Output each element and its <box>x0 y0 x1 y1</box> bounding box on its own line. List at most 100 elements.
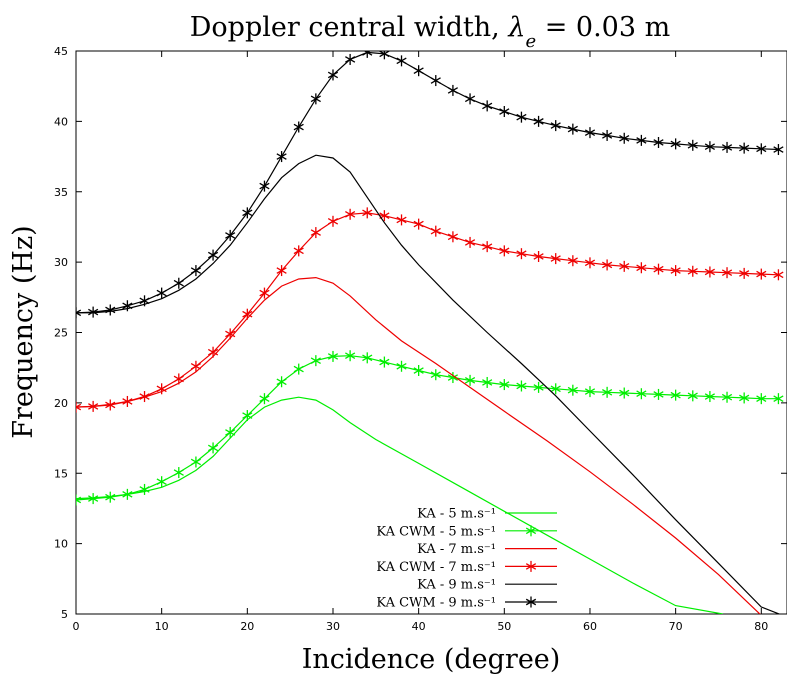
data-point <box>345 208 356 220</box>
data-point <box>225 328 236 340</box>
data-point <box>773 144 784 156</box>
data-point <box>499 106 510 118</box>
y-tick-label: 45 <box>54 45 68 58</box>
series-2 <box>76 350 784 506</box>
data-point <box>293 363 304 375</box>
data-point <box>567 384 578 396</box>
legend-entry: KA CWM - 7 m.s⁻¹ <box>376 560 557 575</box>
data-point <box>396 214 407 226</box>
legend-label: KA - 7 m.s⁻¹ <box>417 542 496 557</box>
data-point <box>584 257 596 269</box>
series-line-3 <box>76 276 761 614</box>
y-tick-label: 20 <box>54 397 68 410</box>
y-tick-label: 10 <box>54 538 68 551</box>
legend-entry: KA - 7 m.s⁻¹ <box>417 542 557 557</box>
data-point <box>670 265 681 277</box>
y-axis-label: Frequency (Hz) <box>8 225 39 438</box>
data-point <box>499 379 510 391</box>
series-4 <box>76 207 784 413</box>
data-point <box>242 207 253 219</box>
legend-label: KA - 9 m.s⁻¹ <box>417 578 496 593</box>
data-point <box>704 141 715 153</box>
data-point <box>413 218 424 230</box>
data-point <box>259 393 270 405</box>
data-point <box>310 227 321 239</box>
data-point <box>773 269 784 281</box>
x-tick-label: 50 <box>497 620 511 633</box>
data-point <box>704 391 715 403</box>
data-point <box>773 393 784 405</box>
data-point <box>739 142 750 154</box>
data-point <box>293 245 304 257</box>
data-point <box>327 350 339 362</box>
series-6 <box>76 51 784 319</box>
data-point <box>139 391 150 403</box>
x-tick-label: 70 <box>669 620 683 633</box>
data-point <box>721 267 733 279</box>
data-point <box>653 136 664 148</box>
x-tick-label: 10 <box>155 620 169 633</box>
data-point <box>499 245 510 257</box>
data-point <box>670 138 681 150</box>
data-point <box>533 250 544 262</box>
data-point <box>242 308 253 320</box>
legend-label: KA CWM - 9 m.s⁻¹ <box>376 596 496 611</box>
data-point <box>464 93 476 105</box>
data-point <box>310 355 321 367</box>
data-point <box>413 65 424 77</box>
data-point <box>396 360 407 372</box>
data-point <box>139 483 150 495</box>
series-line-1 <box>76 396 723 614</box>
data-point <box>756 393 767 405</box>
data-point <box>653 263 664 275</box>
data-point <box>482 241 493 253</box>
data-point <box>447 84 459 96</box>
legend: KA - 5 m.s⁻¹ KA CWM - 5 m.s⁻¹ KA - 7 m.s⁻¹… <box>376 507 557 611</box>
legend-label: KA CWM - 7 m.s⁻¹ <box>376 560 496 575</box>
data-point <box>362 51 373 58</box>
data-point <box>156 383 167 395</box>
data-point <box>636 262 647 274</box>
data-point <box>550 253 561 265</box>
data-point <box>105 399 116 411</box>
axis-ticks: 0 10 20 30 40 50 60 70 80 5 10 15 20 25 30 35 40 45 <box>54 45 787 633</box>
data-point <box>345 53 356 65</box>
legend-entry: KA - 5 m.s⁻¹ <box>417 507 557 522</box>
data-point <box>533 115 544 127</box>
data-point <box>533 381 544 393</box>
data-point <box>76 494 82 506</box>
data-point <box>225 426 236 438</box>
data-point <box>721 141 733 153</box>
data-point <box>430 75 441 87</box>
data-point <box>190 456 202 468</box>
x-tick-label: 30 <box>326 620 340 633</box>
data-point <box>327 215 339 227</box>
data-point <box>756 143 767 155</box>
data-point <box>739 392 750 404</box>
data-point <box>345 350 356 362</box>
series-1 <box>76 396 723 614</box>
data-point <box>139 295 150 307</box>
data-point <box>173 277 184 289</box>
data-point <box>550 383 561 395</box>
data-point <box>636 134 647 146</box>
data-point <box>602 129 613 141</box>
data-point <box>567 255 578 267</box>
data-point <box>207 346 219 358</box>
data-point <box>739 267 750 279</box>
plot-area <box>76 51 784 614</box>
x-tick-label: 20 <box>240 620 254 633</box>
data-point <box>430 369 441 381</box>
data-point <box>619 260 630 272</box>
data-point <box>293 121 304 133</box>
x-tick-label: 60 <box>583 620 597 633</box>
data-point <box>207 249 219 261</box>
data-point <box>447 231 459 243</box>
data-point <box>327 69 339 81</box>
data-point <box>122 300 133 312</box>
data-point <box>88 400 99 412</box>
data-point <box>704 266 715 278</box>
y-tick-label: 35 <box>54 186 68 199</box>
data-point <box>362 207 373 219</box>
